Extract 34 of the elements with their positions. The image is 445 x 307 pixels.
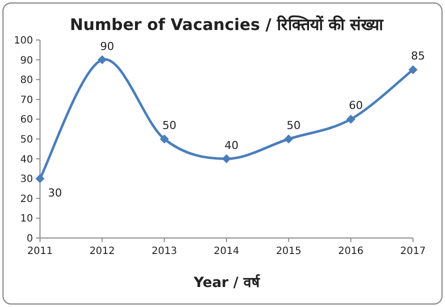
y-tick-label: 80 — [20, 75, 33, 86]
data-label: 50 — [162, 119, 176, 132]
data-label: 50 — [286, 119, 301, 132]
y-tick-label: 40 — [20, 154, 33, 166]
point — [36, 174, 44, 184]
y-tick-label: 50 — [20, 134, 33, 146]
data-label: 90 — [100, 40, 114, 53]
point — [346, 114, 356, 124]
y-tick-label: 100 — [14, 36, 33, 46]
data-label: 30 — [48, 186, 62, 200]
x-tick-label: 2016 — [338, 246, 364, 257]
point — [160, 134, 169, 144]
x-tick-label: 2014 — [214, 246, 240, 257]
x-tick-label: 2012 — [89, 246, 115, 257]
x-axis-title: Year / वर्ष — [192, 274, 260, 291]
y-tick-label: 10 — [20, 214, 33, 225]
y-tick-label: 90 — [20, 55, 33, 66]
y-tick-label: 0 — [26, 234, 33, 244]
chart-title: Number of Vacancies / रिक्तियों की संख्या — [70, 15, 384, 34]
y-tick-label: 70 — [20, 94, 33, 106]
data-label: 60 — [348, 99, 363, 112]
x-tick-label: 2015 — [276, 246, 302, 257]
x-tick-label: 2013 — [152, 246, 178, 257]
point — [222, 154, 231, 164]
point — [284, 134, 294, 144]
point — [408, 65, 418, 74]
point — [98, 55, 107, 64]
data-label: 85 — [411, 50, 425, 63]
y-tick-label: 30 — [20, 174, 33, 186]
y-tick-label: 20 — [20, 194, 33, 205]
x-tick-label: 2017 — [400, 246, 426, 257]
y-tick-label: 60 — [20, 114, 33, 126]
data-label: 40 — [224, 138, 238, 152]
x-tick-label: 2011 — [27, 246, 53, 257]
